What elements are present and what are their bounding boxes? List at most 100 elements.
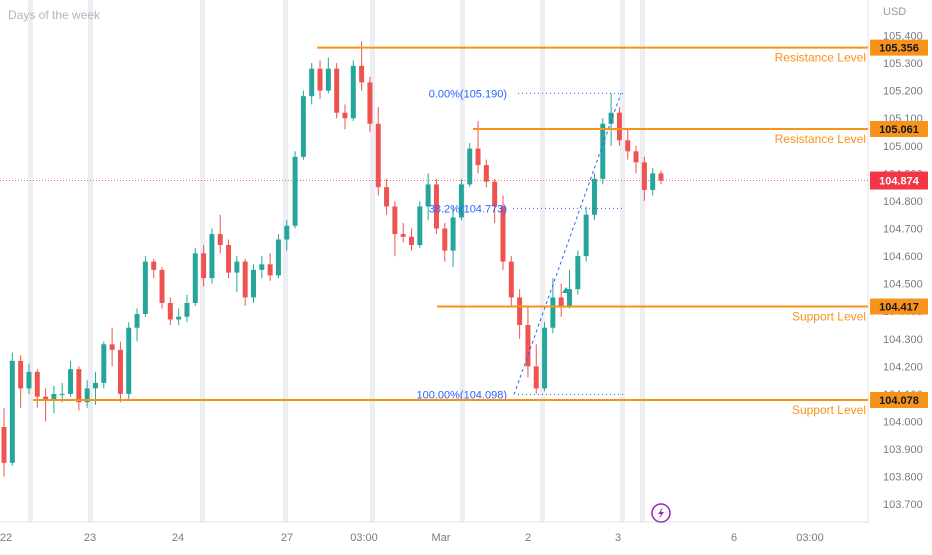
candle-body[interactable] (458, 184, 464, 218)
candle-body[interactable] (226, 245, 232, 273)
level-price-text: 104.417 (879, 302, 919, 314)
candle-body[interactable] (292, 156, 298, 226)
candle-body[interactable] (176, 316, 182, 320)
candle-body[interactable] (575, 256, 581, 290)
candle-body[interactable] (400, 234, 406, 237)
candle-body[interactable] (309, 68, 315, 97)
candle-body[interactable] (317, 68, 323, 91)
candle-body[interactable] (409, 236, 415, 246)
candle-body[interactable] (51, 393, 57, 400)
candle-body[interactable] (267, 264, 273, 276)
candle-body[interactable] (84, 388, 90, 403)
candle-body[interactable] (126, 327, 132, 394)
candle-body[interactable] (275, 239, 281, 276)
candle-body[interactable] (242, 261, 248, 298)
lightning-icon[interactable] (651, 503, 671, 523)
candle-body[interactable] (342, 112, 348, 119)
candle-body[interactable] (201, 253, 207, 279)
candle-body[interactable] (591, 178, 597, 215)
candle-body[interactable] (600, 123, 606, 179)
fib-level-label: 0.00%(105.190) (429, 88, 507, 100)
candle-body[interactable] (517, 297, 523, 326)
candle-body[interactable] (18, 360, 24, 389)
candle-body[interactable] (500, 206, 506, 262)
candle-body[interactable] (533, 366, 539, 389)
candle-body[interactable] (134, 313, 140, 328)
candle-body[interactable] (450, 217, 456, 251)
candle-body[interactable] (43, 396, 49, 400)
x-tick-label: 03:00 (796, 532, 824, 544)
candle-body[interactable] (359, 65, 365, 83)
candle-body[interactable] (492, 181, 498, 207)
candle-body[interactable] (433, 184, 439, 229)
candle-body[interactable] (217, 234, 223, 246)
candle-body[interactable] (117, 349, 123, 394)
candle-body[interactable] (259, 264, 265, 270)
candle-body[interactable] (608, 112, 614, 124)
level-price-text: 105.356 (879, 43, 919, 55)
candle-body[interactable] (68, 369, 74, 394)
candle-body[interactable] (184, 302, 190, 317)
candle-body[interactable] (76, 369, 82, 403)
candle-body[interactable] (425, 184, 431, 207)
candle-body[interactable] (284, 225, 290, 240)
candle-body[interactable] (567, 289, 573, 306)
candle-body[interactable] (1, 427, 7, 463)
candle-body[interactable] (525, 325, 531, 367)
candle-body[interactable] (250, 269, 256, 298)
candle-body[interactable] (109, 344, 115, 350)
y-tick-label: 104.300 (883, 334, 923, 346)
candle-body[interactable] (467, 148, 473, 185)
candle-body[interactable] (483, 165, 489, 182)
x-tick-label: 27 (281, 532, 293, 544)
candle-body[interactable] (392, 206, 398, 235)
candle-body[interactable] (59, 393, 65, 395)
candle-body[interactable] (92, 382, 98, 389)
candle-body[interactable] (167, 302, 173, 320)
y-tick-label: 104.800 (883, 196, 923, 208)
candle-body[interactable] (192, 253, 198, 303)
candle-body[interactable] (650, 173, 656, 190)
candle-body[interactable] (26, 371, 32, 389)
candle-body[interactable] (350, 65, 356, 119)
candle-body[interactable] (151, 261, 157, 270)
candle-body[interactable] (558, 297, 564, 306)
triangle-marker-icon (562, 287, 570, 293)
candle-body[interactable] (550, 297, 556, 328)
candle-body[interactable] (334, 68, 340, 113)
candle-body[interactable] (384, 187, 390, 207)
level-price-text: 105.061 (879, 124, 919, 136)
candle-body[interactable] (209, 234, 215, 279)
candle-body[interactable] (442, 228, 448, 251)
candle-body[interactable] (633, 151, 639, 163)
candle-body[interactable] (641, 162, 647, 190)
candle-body[interactable] (9, 360, 15, 463)
y-tick-label: 104.500 (883, 279, 923, 291)
candle-body[interactable] (475, 148, 481, 166)
fib-trend-line[interactable] (513, 93, 622, 395)
candle-body[interactable] (101, 344, 107, 383)
candle-body[interactable] (367, 82, 373, 124)
candle-body[interactable] (34, 371, 40, 397)
candle-body[interactable] (142, 261, 148, 314)
candle-body[interactable] (542, 327, 548, 389)
candle-body[interactable] (625, 140, 631, 152)
candle-body[interactable] (583, 214, 589, 257)
candle-body[interactable] (300, 96, 306, 157)
currency-label: USD (883, 6, 907, 18)
candle-body[interactable] (616, 112, 622, 141)
candle-body[interactable] (325, 68, 331, 91)
session-separator-1 (88, 0, 93, 522)
y-tick-label: 103.700 (883, 499, 923, 511)
candle-body[interactable] (417, 206, 423, 246)
y-tick-label: 105.400 (883, 31, 923, 43)
candle-body[interactable] (159, 269, 165, 303)
level-name: Resistance Level (775, 132, 866, 146)
candle-body[interactable] (375, 123, 381, 188)
session-separator-8 (640, 0, 645, 522)
candle-body[interactable] (658, 173, 664, 181)
level-name: Support Level (792, 403, 866, 417)
candle-body[interactable] (508, 261, 514, 298)
candle-body[interactable] (234, 261, 240, 273)
